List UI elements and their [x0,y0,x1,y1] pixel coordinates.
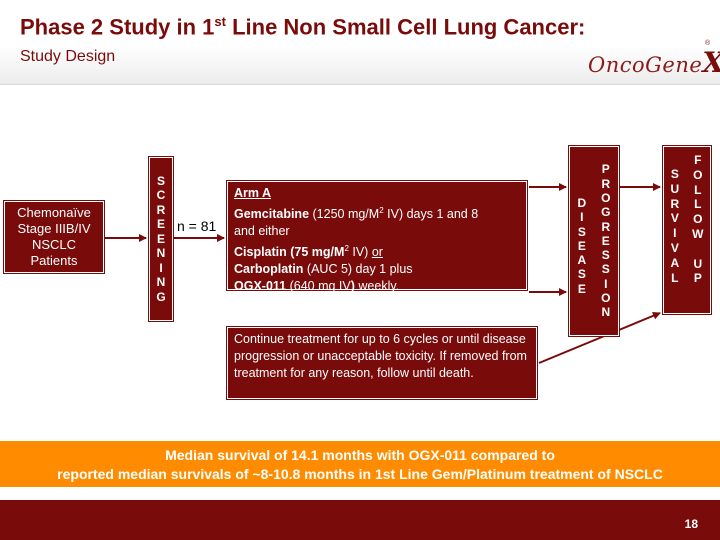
screening-letter: N [156,275,166,290]
arm-heading: Arm A [234,186,272,200]
page-number: 18 [684,517,698,531]
registered-mark: ® [705,40,711,47]
screening-letter: I [159,260,163,275]
slide-subtitle: Study Design [20,48,116,65]
banner-line1: Median survival of 14.1 months with OGX-… [165,447,555,463]
follow-up-column: F O L L O W U P [692,153,704,286]
arrow-continue-to-survival [538,311,661,364]
survival-column: S U R V I V A L [670,167,680,285]
screening-letter: E [156,217,165,232]
slide-title: Phase 2 Study in 1st Line Non Small Cell… [20,14,586,40]
screening-box: S C R E E N I N G [149,157,173,321]
patients-box: Chemonaïve Stage IIIB/IV NSCLC Patients [4,201,104,273]
screening-letter: G [156,289,166,304]
arm-line-carboplatin: Carboplatin (AUC 5) day 1 plus [234,262,413,277]
patients-line2: Stage IIIB/IV [17,221,91,236]
patients-line1: Chemonaïve [17,205,91,220]
oncogenex-logo: OncoGeneX [588,46,720,79]
survival-follow-up-box: S U R V I V A L F O L L O W U P [663,146,711,314]
screening-letter: R [156,202,166,217]
header-divider [0,84,720,85]
arm-line-either: and either [234,224,290,239]
arm-a-box: Arm A Gemcitabine (1250 mg/M2 IV) days 1… [227,181,527,293]
arm-line-cisplatin: Cisplatin (75 mg/M2 IV) or [234,244,383,260]
banner-line2: reported median survivals of ~8-10.8 mon… [57,466,663,482]
screening-letter: E [156,231,165,246]
progression-column: P R O G R E S S I O N [601,162,611,320]
patients-line3: NSCLC [31,237,77,252]
continue-treatment-box: Continue treatment for up to 6 cycles or… [227,327,537,399]
header-band [0,0,720,84]
screening-letter: N [156,246,166,261]
results-banner: Median survival of 14.1 months with OGX-… [0,441,720,487]
arm-line-gemcitabine: Gemcitabine (1250 mg/M2 IV) days 1 and 8 [234,206,479,222]
sample-size-label: n = 81 [177,218,217,234]
patients-line4: Patients [30,253,78,268]
screening-letter: C [156,188,166,203]
disease-column: D I S E A S E [577,195,587,296]
arm-line-ogx011: OGX-011 (640 mg IV) weekly. [234,279,400,294]
disease-progression-box: D I S E A S E P R O G R E S S I O N [569,146,619,336]
screening-letter: S [156,173,165,188]
footer-bar: 18 [0,500,720,540]
